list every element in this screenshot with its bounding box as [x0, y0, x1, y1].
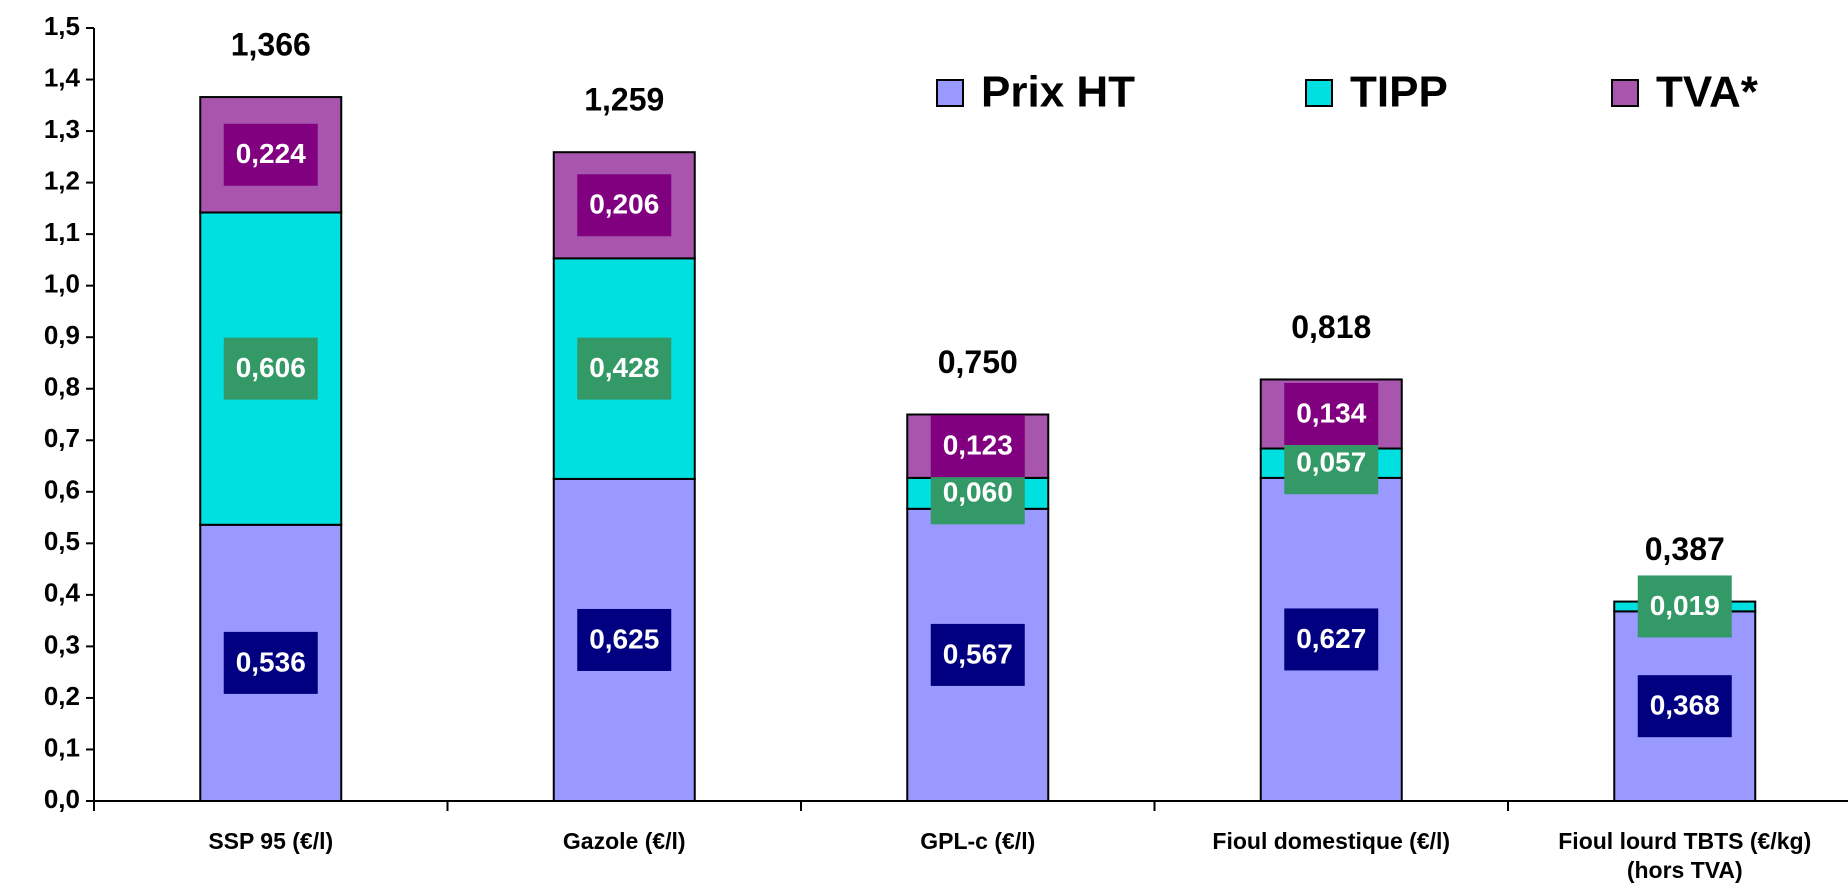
y-tick-label: 0,1 [44, 732, 80, 762]
y-tick-label: 0,9 [44, 320, 80, 350]
value-label-box [577, 608, 672, 671]
value-label: 0,134 [1296, 397, 1366, 428]
x-tick-label: GPL-c (€/l) [920, 828, 1035, 854]
total-label: 0,387 [1645, 531, 1725, 567]
total-label: 0,818 [1291, 309, 1371, 345]
y-tick-label: 1,1 [44, 217, 80, 247]
value-label-box [577, 337, 672, 400]
y-tick-label: 1,4 [44, 62, 81, 92]
total-label: 1,259 [584, 82, 664, 118]
x-tick-label: Fioul domestique (€/l) [1212, 828, 1450, 854]
y-tick-label: 0,3 [44, 629, 80, 659]
value-label-box [1637, 575, 1732, 638]
total-label: 0,750 [938, 344, 1018, 380]
y-tick-label: 0,7 [44, 423, 80, 453]
y-tick-label: 0,5 [44, 526, 80, 556]
value-label: 0,368 [1650, 690, 1720, 721]
y-tick-label: 1,2 [44, 165, 80, 195]
legend-swatch [936, 79, 964, 107]
value-label: 0,123 [943, 430, 1013, 461]
y-tick-label: 0,0 [44, 784, 80, 814]
y-tick-label: 0,6 [44, 475, 80, 505]
value-label-box [1284, 608, 1379, 671]
value-label: 0,206 [589, 189, 659, 220]
x-tick-label: Fioul lourd TBTS (€/kg) (hors TVA) [1558, 828, 1811, 883]
value-label: 0,057 [1296, 447, 1366, 478]
value-label: 0,567 [943, 638, 1013, 669]
value-label-box [223, 337, 318, 400]
y-tick-label: 0,8 [44, 372, 80, 402]
x-tick-label: SSP 95 (€/l) [208, 828, 333, 854]
value-label: 0,625 [589, 623, 659, 654]
value-label: 0,536 [236, 646, 306, 677]
value-label-box [1637, 675, 1732, 738]
value-label: 0,627 [1296, 623, 1366, 654]
value-label-box [930, 623, 1025, 686]
x-tick-label: Gazole (€/l) [563, 828, 686, 854]
value-label: 0,019 [1650, 590, 1720, 621]
value-label-box [577, 174, 672, 237]
value-label-box [1284, 382, 1379, 445]
value-label-box [223, 123, 318, 186]
total-label: 1,366 [231, 27, 311, 63]
y-tick-label: 1,0 [44, 269, 80, 299]
y-tick-label: 1,5 [44, 11, 80, 41]
value-label-box [223, 631, 318, 694]
legend-label: TVA* [1656, 68, 1759, 117]
value-label: 0,224 [236, 138, 306, 169]
legend-label: TIPP [1350, 68, 1448, 117]
value-label-box [930, 415, 1025, 478]
value-label: 0,606 [236, 352, 306, 383]
y-tick-label: 0,2 [44, 681, 80, 711]
value-label: 0,060 [943, 477, 1013, 508]
legend-label: Prix HT [981, 68, 1135, 117]
y-tick-label: 1,3 [44, 114, 80, 144]
legend-swatch [1305, 79, 1333, 107]
y-tick-label: 0,4 [44, 578, 81, 608]
value-label: 0,428 [589, 352, 659, 383]
legend-swatch [1611, 79, 1639, 107]
